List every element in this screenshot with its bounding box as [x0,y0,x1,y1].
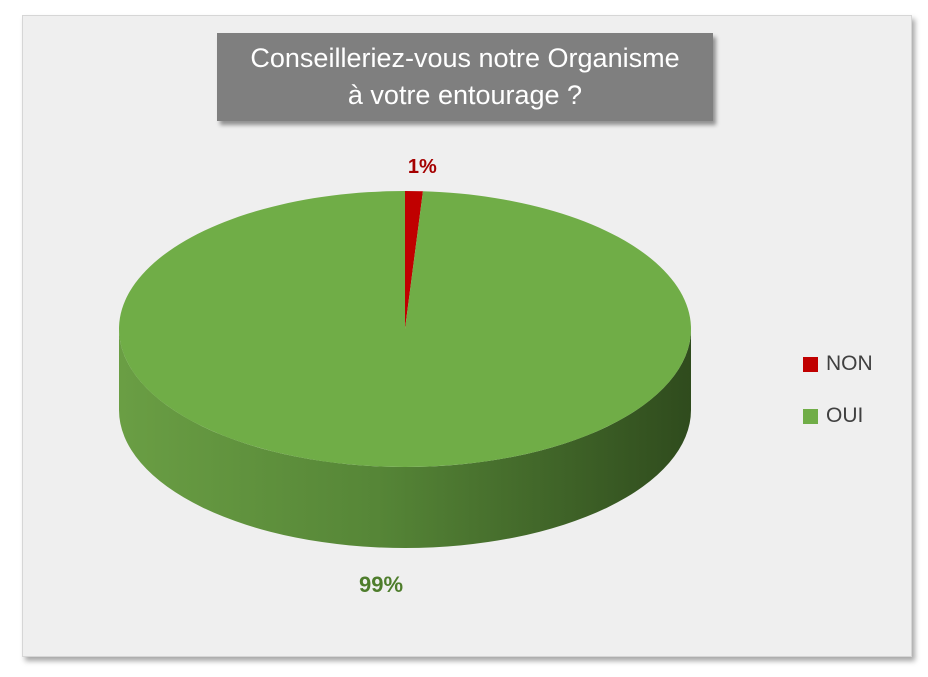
chart-area: Conseilleriez-vous notre Organisme à vot… [22,15,912,657]
chart-title-line-2: à votre entourage ? [347,80,583,110]
legend: NON OUI [803,351,873,455]
pie-slice-oui [118,191,692,468]
legend-label-non: NON [826,352,873,375]
legend-swatch-non [803,356,818,372]
legend-item-non: NON [803,351,873,377]
chart-title-line-1: Conseilleriez-vous notre Organisme [250,43,680,73]
legend-swatch-oui [803,408,818,424]
legend-label-oui: OUI [826,404,864,427]
data-label-oui: 99% [359,572,403,597]
data-label-non: 1% [408,156,437,178]
pie-slice-non [405,191,423,329]
pie-side [119,329,691,548]
legend-item-oui: OUI [803,403,873,429]
chart-title: Conseilleriez-vous notre Organisme à vot… [217,33,713,121]
pie-chart: 1% 99% [118,156,692,597]
